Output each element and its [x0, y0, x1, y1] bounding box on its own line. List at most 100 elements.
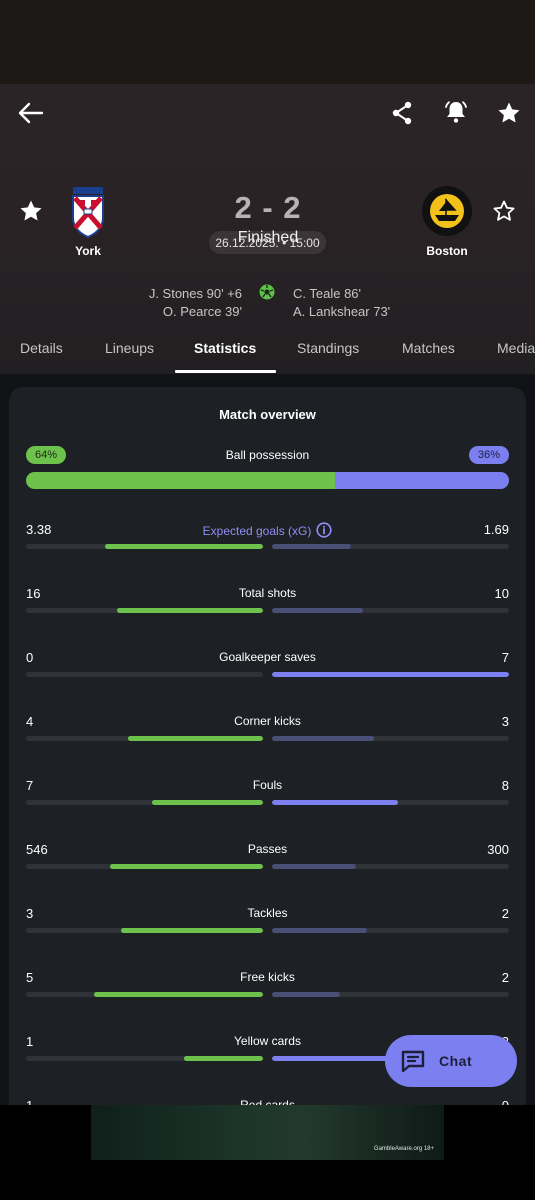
away-possession-badge: 36%: [469, 446, 509, 464]
stat-home-value: 1: [26, 1034, 34, 1049]
stat-home-value: 0: [26, 650, 34, 665]
stat-away-value: 0: [502, 1098, 509, 1105]
stat-away-bar-fill: [272, 1056, 430, 1061]
home-scorer: J. Stones 90' +6: [148, 286, 242, 301]
stat-away-bar: [272, 544, 509, 549]
stat-away-value: 8: [501, 778, 509, 793]
stat-row: 1 Red cards 0: [9, 1098, 526, 1105]
stat-away-bar: [272, 992, 509, 997]
home-scorer: O. Pearce 39': [162, 304, 242, 319]
possession-label: Ball possession: [225, 448, 310, 462]
stat-label: Passes: [9, 842, 526, 856]
stat-away-bar-fill: [272, 928, 367, 933]
stat-away-bar-fill: [272, 864, 357, 869]
match-header: 26.12.2025. • 15:00 York 2 - 2 Finished …: [0, 84, 535, 374]
back-arrow-icon[interactable]: [14, 98, 48, 128]
stat-label-text: Total shots: [238, 586, 297, 600]
stat-label: Tackles: [9, 906, 526, 920]
tab-standings[interactable]: Standings: [297, 340, 360, 356]
stat-home-bar: [26, 800, 263, 805]
stat-home-value: 4: [26, 714, 34, 729]
stat-home-bar: [26, 1056, 263, 1061]
stat-label: Total shots: [9, 586, 526, 600]
stat-away-value: 2: [501, 970, 509, 985]
status-bar-area: [0, 0, 535, 84]
favorite-away-team-star-icon[interactable]: [489, 196, 519, 226]
stat-row: 16 Total shots 10: [9, 586, 526, 626]
stat-away-value: 300: [487, 842, 509, 857]
away-scorer: A. Lankshear 73': [293, 304, 391, 319]
stat-home-bar-fill: [152, 800, 263, 805]
stat-home-value: 7: [26, 778, 34, 793]
stat-label: Fouls: [9, 778, 526, 792]
stat-away-value: 2: [501, 906, 509, 921]
stat-home-value: 1: [26, 1098, 33, 1105]
stat-away-value: 3: [501, 714, 509, 729]
stat-label-text: Expected goals (xG): [202, 524, 312, 538]
stat-label-text: Corner kicks: [234, 714, 301, 728]
stat-row: 3.38 Expected goals (xG) 1.69: [9, 522, 526, 562]
match-overview-card: Match overview 64% Ball possession 36% 3…: [9, 387, 526, 1105]
stat-home-value: 5: [26, 970, 34, 985]
york-city-crest-icon[interactable]: [68, 184, 108, 239]
notification-bell-icon[interactable]: [440, 96, 472, 128]
tab-statistics[interactable]: Statistics: [194, 340, 257, 356]
match-status: Finished: [237, 229, 299, 246]
match-score: 2 - 2: [234, 190, 302, 225]
stat-row: 0 Goalkeeper saves 7: [9, 650, 526, 690]
ad-disclaimer: GambleAware.org 18+: [373, 1146, 434, 1152]
stat-away-bar: [272, 864, 509, 869]
stat-label-text: Fouls: [252, 778, 283, 792]
boston-united-crest-icon[interactable]: [420, 184, 474, 238]
stat-home-bar-fill: [93, 992, 263, 997]
share-icon[interactable]: [386, 98, 418, 128]
advertisement-banner[interactable]: GambleAware.org 18+: [91, 1105, 444, 1160]
match-overview-title: Match overview: [219, 407, 316, 422]
stat-home-bar-fill: [120, 928, 263, 933]
stat-label[interactable]: Expected goals (xG): [9, 522, 526, 538]
stat-label-text: Yellow cards: [234, 1034, 301, 1048]
stat-home-value: 3.38: [26, 522, 52, 537]
stat-home-bar: [26, 672, 263, 677]
tab-media[interactable]: Media: [497, 340, 535, 356]
active-tab-indicator: [175, 370, 276, 373]
stat-home-value: 16: [26, 586, 41, 601]
tab-details[interactable]: Details: [20, 340, 63, 356]
goal-ball-icon: [258, 283, 276, 301]
stat-home-value: 546: [26, 842, 48, 857]
tab-matches[interactable]: Matches: [402, 340, 455, 356]
favorite-home-team-star-icon[interactable]: [16, 196, 46, 226]
stat-label-text: Red cards: [240, 1098, 295, 1105]
favorite-match-star-icon[interactable]: [494, 98, 524, 128]
stat-away-bar-fill: [272, 800, 399, 805]
away-possession-fill: [335, 472, 509, 489]
away-team-name[interactable]: Boston: [426, 244, 468, 258]
stat-away-value: 1.69: [483, 522, 509, 537]
tab-lineups[interactable]: Lineups: [105, 340, 155, 356]
chat-bubble-icon: [401, 1050, 425, 1073]
stat-away-bar-fill: [272, 736, 374, 741]
stat-away-bar-fill: [272, 608, 364, 613]
stat-label: Red cards: [9, 1098, 526, 1105]
stat-row: 5 Free kicks 2: [9, 970, 526, 1010]
stat-home-value: 3: [26, 906, 34, 921]
stat-label: Yellow cards: [9, 1034, 526, 1048]
stat-home-bar-fill: [117, 608, 263, 613]
stat-away-bar: [272, 928, 509, 933]
info-icon[interactable]: [316, 522, 332, 538]
stat-away-bar: [272, 736, 509, 741]
stat-away-bar-fill: [272, 672, 509, 677]
stat-away-value: 7: [501, 650, 509, 665]
match-tabs: Details Lineups Statistics Standings Mat…: [0, 330, 535, 374]
stat-label-text: Free kicks: [240, 970, 295, 984]
stat-home-bar-fill: [110, 864, 263, 869]
stat-home-bar: [26, 736, 263, 741]
stat-row: 3 Tackles 2: [9, 906, 526, 946]
home-team-name[interactable]: York: [75, 244, 101, 258]
stat-row: 4 Corner kicks 3: [9, 714, 526, 754]
chat-button[interactable]: Chat: [385, 1035, 517, 1087]
stat-label: Free kicks: [9, 970, 526, 984]
stat-home-bar: [26, 544, 263, 549]
stat-label-text: Goalkeeper saves: [219, 650, 316, 664]
home-possession-badge: 64%: [26, 446, 66, 464]
